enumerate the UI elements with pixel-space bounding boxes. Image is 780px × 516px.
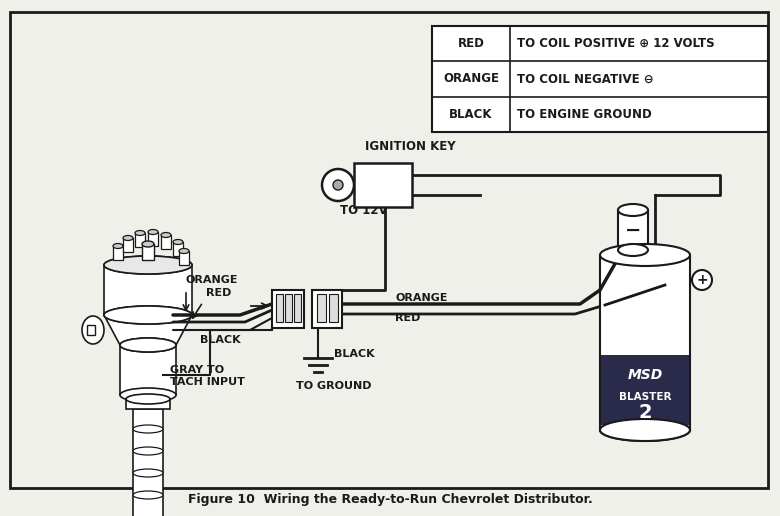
Bar (285, 294, 292, 322)
Bar (601, 355, 689, 425)
Text: RED: RED (395, 313, 420, 323)
Bar (272, 290, 304, 328)
Text: Figure 10  Wiring the Ready-to-Run Chevrolet Distributor.: Figure 10 Wiring the Ready-to-Run Chevro… (188, 493, 592, 507)
Text: ORANGE: ORANGE (443, 73, 499, 86)
Ellipse shape (142, 241, 154, 247)
Bar (133, 409, 163, 516)
Ellipse shape (133, 447, 163, 455)
Circle shape (333, 180, 343, 190)
Ellipse shape (113, 244, 123, 249)
Ellipse shape (82, 316, 104, 344)
Bar (354, 163, 412, 207)
Text: ORANGE: ORANGE (395, 293, 448, 303)
Polygon shape (104, 315, 192, 345)
Bar (600, 255, 690, 430)
Text: BLACK: BLACK (449, 108, 493, 121)
Text: IGNITION KEY: IGNITION KEY (365, 140, 456, 153)
Ellipse shape (133, 425, 163, 433)
Bar (432, 26, 768, 132)
Bar (618, 210, 648, 252)
Ellipse shape (173, 239, 183, 245)
Text: GRAY TO
TACH INPUT: GRAY TO TACH INPUT (170, 365, 245, 386)
Bar (123, 238, 133, 252)
Ellipse shape (179, 249, 189, 253)
Bar (317, 294, 326, 322)
Bar (294, 294, 301, 322)
Bar (329, 294, 338, 322)
Text: TO COIL NEGATIVE ⊖: TO COIL NEGATIVE ⊖ (517, 73, 654, 86)
Bar (148, 232, 158, 246)
Bar (87, 325, 95, 335)
Ellipse shape (133, 491, 163, 499)
Ellipse shape (133, 469, 163, 477)
Ellipse shape (104, 256, 192, 274)
Circle shape (692, 270, 712, 290)
Text: BLACK: BLACK (334, 349, 374, 359)
Bar (113, 246, 123, 260)
Text: TO GROUND: TO GROUND (296, 381, 371, 391)
Circle shape (322, 169, 354, 201)
Bar (312, 290, 342, 328)
Text: +: + (697, 273, 707, 287)
Ellipse shape (618, 204, 648, 216)
Text: TO COIL POSITIVE ⊕ 12 VOLTS: TO COIL POSITIVE ⊕ 12 VOLTS (517, 37, 714, 50)
Ellipse shape (104, 256, 192, 274)
Ellipse shape (600, 244, 690, 266)
Ellipse shape (104, 306, 192, 324)
Ellipse shape (600, 419, 690, 441)
Ellipse shape (123, 235, 133, 240)
Text: TO 12V: TO 12V (340, 203, 388, 217)
Bar (161, 235, 171, 249)
Text: TO ENGINE GROUND: TO ENGINE GROUND (517, 108, 652, 121)
Text: ORANGE: ORANGE (186, 275, 239, 285)
Ellipse shape (600, 419, 690, 441)
Bar (179, 251, 189, 265)
Ellipse shape (618, 244, 648, 256)
Text: −: − (625, 220, 641, 239)
Ellipse shape (120, 338, 176, 352)
Text: BLASTER: BLASTER (619, 392, 672, 402)
Bar (276, 294, 283, 322)
Ellipse shape (126, 394, 170, 404)
Ellipse shape (120, 338, 176, 352)
Text: 2: 2 (638, 402, 652, 422)
Text: BLACK: BLACK (200, 335, 240, 345)
Bar (142, 244, 154, 260)
Bar (104, 265, 192, 315)
Text: MSD: MSD (627, 368, 663, 382)
Ellipse shape (148, 230, 158, 234)
Bar (126, 399, 170, 409)
Bar (120, 345, 176, 395)
Bar (135, 233, 145, 247)
Ellipse shape (135, 231, 145, 235)
Bar (173, 242, 183, 256)
Ellipse shape (104, 306, 192, 324)
Ellipse shape (120, 388, 176, 402)
Ellipse shape (161, 233, 171, 237)
Text: RED: RED (206, 288, 232, 298)
Text: RED: RED (458, 37, 484, 50)
